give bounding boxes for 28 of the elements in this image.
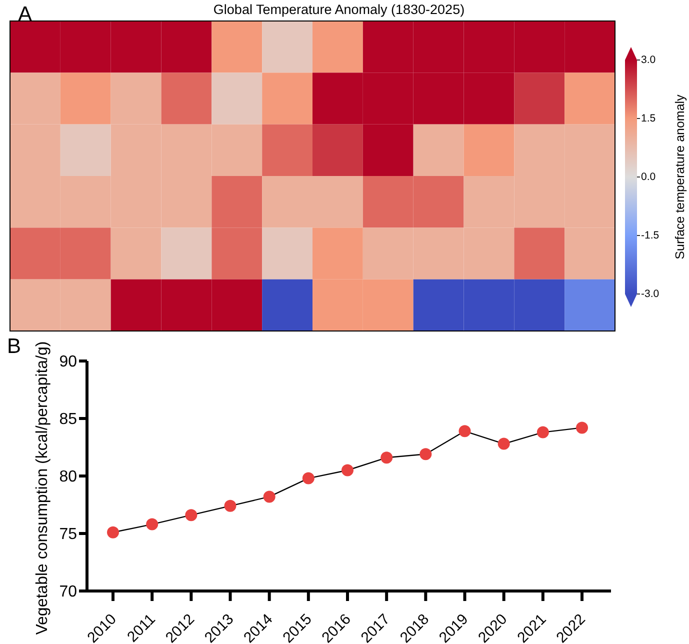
point [146,518,158,530]
color-bar-label: -1.5 [641,230,660,242]
y-tick-label: 85 [59,411,78,428]
point [458,425,471,438]
y-tick-label: 80 [59,468,78,486]
point [185,509,198,522]
color-bar-label: 0.0 [641,171,656,183]
point [263,490,276,503]
annotation: A [18,3,32,26]
point [420,448,432,460]
y-tick-label: 90 [59,354,78,371]
y-axis-title: Vegetable consumption (kcal/percapita/g) [34,341,50,635]
point [302,472,314,484]
point [342,464,354,476]
point [107,526,119,538]
point [380,452,393,464]
y-tick-label: 75 [59,526,78,544]
point [576,422,588,434]
color-bar-label: -3.0 [641,288,660,300]
color-bar-label: 3.0 [641,54,656,66]
text: B [7,335,22,358]
color-bar-title: Surface temperature anomaly [673,94,687,260]
y-tick-label: 70 [59,584,78,601]
point [498,438,510,450]
color-bar-label: 1.5 [641,112,656,124]
point [536,426,549,438]
point [224,500,236,512]
chart-title: Global Temperature Anomaly (1830-2025) [213,2,465,17]
